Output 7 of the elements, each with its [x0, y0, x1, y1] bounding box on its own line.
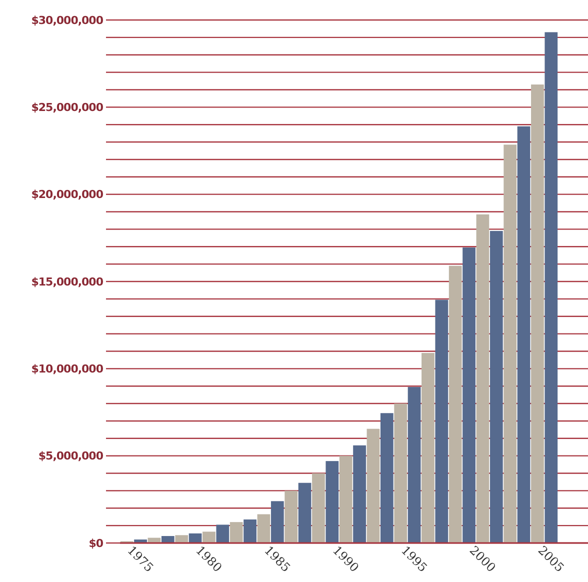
y-tick-label: $15,000,000 — [31, 275, 104, 288]
y-tick-label: $10,000,000 — [31, 362, 104, 376]
y-tick-label: $20,000,000 — [31, 188, 104, 202]
y-tick-label: $0 — [88, 536, 104, 550]
y-tick-label: $30,000,000 — [31, 14, 104, 27]
y-tick-label: $5,000,000 — [38, 450, 104, 463]
y-tick-label: $25,000,000 — [31, 101, 104, 114]
